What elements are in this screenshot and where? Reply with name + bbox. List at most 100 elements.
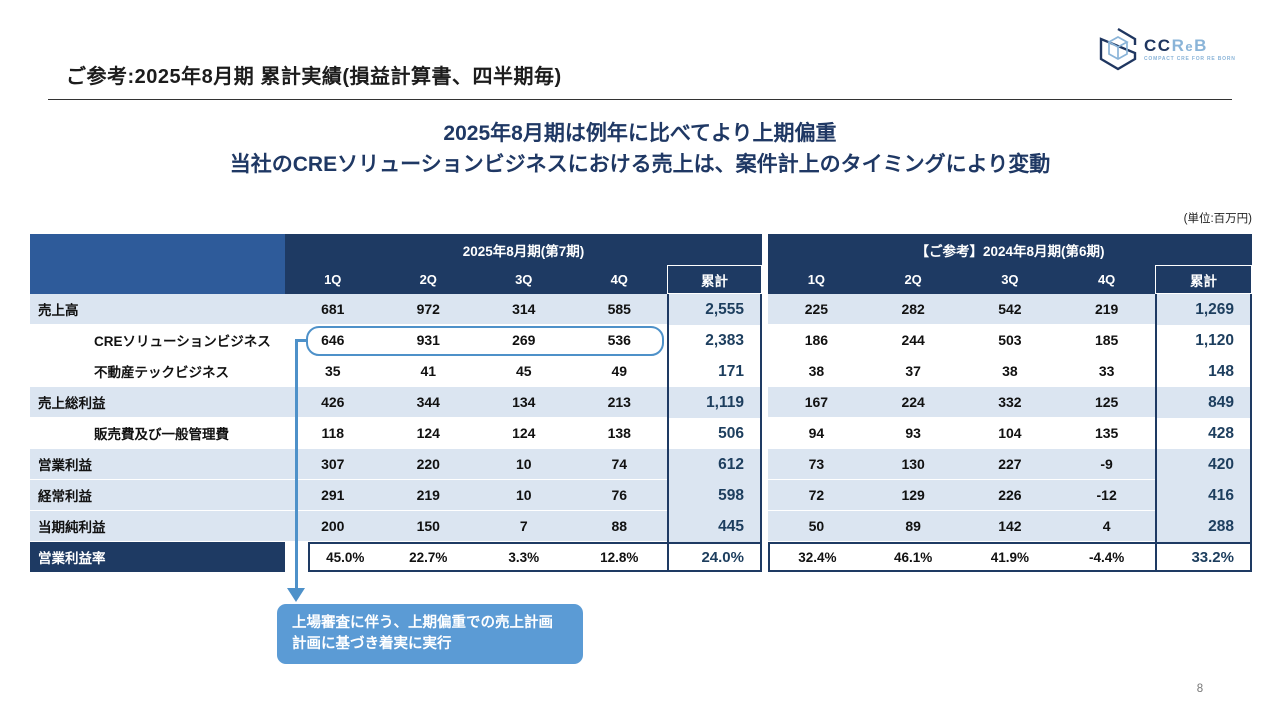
quarter-value: 503: [961, 325, 1059, 356]
total-value: 428: [1155, 418, 1252, 449]
quarter-value: 124: [380, 418, 476, 449]
quarter-value: -9: [1058, 449, 1155, 480]
quarter-value: 73: [768, 449, 865, 480]
quarter-value: 38: [961, 356, 1059, 387]
quarter-value: 4: [1058, 511, 1155, 542]
quarter-value: 33: [1058, 356, 1155, 387]
unit-note: (単位:百万円): [1183, 213, 1252, 225]
quarter-value: 10: [476, 480, 572, 511]
total-value: 148: [1155, 356, 1252, 387]
total-value: 598: [667, 480, 762, 511]
page-number: 8: [1196, 683, 1204, 695]
quarter-value: 10: [476, 449, 572, 480]
table-row: 当期純利益 200 150 7 88 445: [30, 511, 762, 542]
table-row: 225 282 542 219 1,269: [768, 294, 1252, 325]
quarter-value: 344: [380, 387, 476, 418]
callout-box: 上場審査に伴う、上期偏重での売上計画 計画に基づき着実に実行: [277, 604, 583, 664]
quarter-value: 213: [571, 387, 667, 418]
quarter-value: 125: [1058, 387, 1155, 418]
row-label: 販売費及び一般管理費: [30, 418, 285, 449]
quarter-value: 38: [768, 356, 865, 387]
total-value: 420: [1155, 449, 1252, 480]
ratio-row-label: 営業利益率: [30, 542, 285, 572]
ratio-value: 45.0%: [308, 542, 381, 572]
ccreb-hexagon-cube-icon: [1099, 27, 1137, 71]
quarter-value: 646: [285, 325, 381, 356]
cre-row-highlight-box: [306, 326, 664, 356]
table-row: 不動産テックビジネス 35 41 45 49 171: [30, 356, 762, 387]
total-value: 506: [667, 418, 762, 449]
quarter-value: 130: [864, 449, 962, 480]
row-label: 不動産テックビジネス: [30, 356, 285, 387]
key-message-line1: 2025年8月期は例年に比べてより上期偏重: [443, 122, 837, 145]
ratio-row: 32.4% 46.1% 41.9% -4.4% 33.2%: [768, 542, 1252, 572]
table-row: 販売費及び一般管理費 118 124 124 138 506: [30, 418, 762, 449]
quarter-header: 4Q: [571, 265, 667, 294]
total-value: 1,269: [1155, 294, 1252, 325]
ratio-value: 3.3%: [476, 542, 572, 572]
quarter-header: 3Q: [476, 265, 572, 294]
row-label: 売上高: [30, 294, 285, 325]
table-row: CREソリューションビジネス 646 931 269 536 2,383: [30, 325, 762, 356]
quarter-header: 4Q: [1058, 265, 1155, 294]
table-row: 186 244 503 185 1,120: [768, 325, 1252, 356]
table-row: 72 129 226 -12 416: [768, 480, 1252, 511]
quarter-value: -12: [1058, 480, 1155, 511]
total-value: 849: [1155, 387, 1252, 418]
quarter-value: 186: [768, 325, 865, 356]
callout-connector-stub: [295, 339, 308, 342]
quarter-value: 167: [768, 387, 865, 418]
ratio-value: 32.4%: [768, 542, 865, 572]
callout-arrowhead-icon: [287, 588, 305, 602]
quarter-value: 118: [285, 418, 381, 449]
table-row: 経常利益 291 219 10 76 598: [30, 480, 762, 511]
left-table-head: 2025年8月期(第7期) 1Q 2Q 3Q 4Q 累計: [30, 234, 762, 294]
callout-connector-line: [295, 339, 298, 589]
quarter-value: 41: [380, 356, 476, 387]
right-table-head: 【ご参考】2024年8月期(第6期) 1Q 2Q 3Q 4Q 累計: [768, 234, 1252, 294]
title-divider: [48, 99, 1232, 100]
total-header: 累計: [1155, 265, 1252, 294]
ratio-value: 12.8%: [571, 542, 667, 572]
quarter-value: 681: [285, 294, 381, 325]
quarter-value: 150: [380, 511, 476, 542]
table-row: 94 93 104 135 428: [768, 418, 1252, 449]
quarter-value: 185: [1058, 325, 1155, 356]
table-row: 73 130 227 -9 420: [768, 449, 1252, 480]
left-table-body: 売上高 681 972 314 585 2,555 CREソリューションビジネス 646 931…: [30, 294, 762, 572]
key-message: 2025年8月期は例年に比べてより上期偏重 当社のCREソリューションビジネスに…: [0, 118, 1280, 180]
quarter-value: 585: [571, 294, 667, 325]
quarter-value: 931: [380, 325, 476, 356]
quarter-value: 226: [961, 480, 1059, 511]
total-value: 445: [667, 511, 762, 542]
quarter-value: 7: [476, 511, 572, 542]
quarter-value: 94: [768, 418, 865, 449]
row-label: 当期純利益: [30, 511, 285, 542]
quarter-value: 307: [285, 449, 381, 480]
total-value: 171: [667, 356, 762, 387]
quarter-value: 282: [864, 294, 962, 325]
quarter-value: 129: [864, 480, 962, 511]
quarter-value: 134: [476, 387, 572, 418]
quarter-value: 138: [571, 418, 667, 449]
total-value: 288: [1155, 511, 1252, 542]
quarter-value: 89: [864, 511, 962, 542]
callout-line1: 上場審査に伴う、上期偏重での売上計画: [292, 615, 553, 631]
quarter-value: 142: [961, 511, 1059, 542]
quarter-header: 2Q: [864, 265, 962, 294]
row-label: 売上総利益: [30, 387, 285, 418]
quarter-value: 225: [768, 294, 865, 325]
ratio-value: -4.4%: [1058, 542, 1155, 572]
quarter-header: 3Q: [961, 265, 1059, 294]
quarter-header: 1Q: [285, 265, 381, 294]
table-row: 38 37 38 33 148: [768, 356, 1252, 387]
quarter-value: 972: [380, 294, 476, 325]
quarter-value: 426: [285, 387, 381, 418]
ratio-value: 22.7%: [380, 542, 476, 572]
quarter-value: 219: [1058, 294, 1155, 325]
quarter-value: 542: [961, 294, 1059, 325]
quarter-value: 49: [571, 356, 667, 387]
quarter-value: 50: [768, 511, 865, 542]
quarter-value: 291: [285, 480, 381, 511]
quarter-value: 72: [768, 480, 865, 511]
